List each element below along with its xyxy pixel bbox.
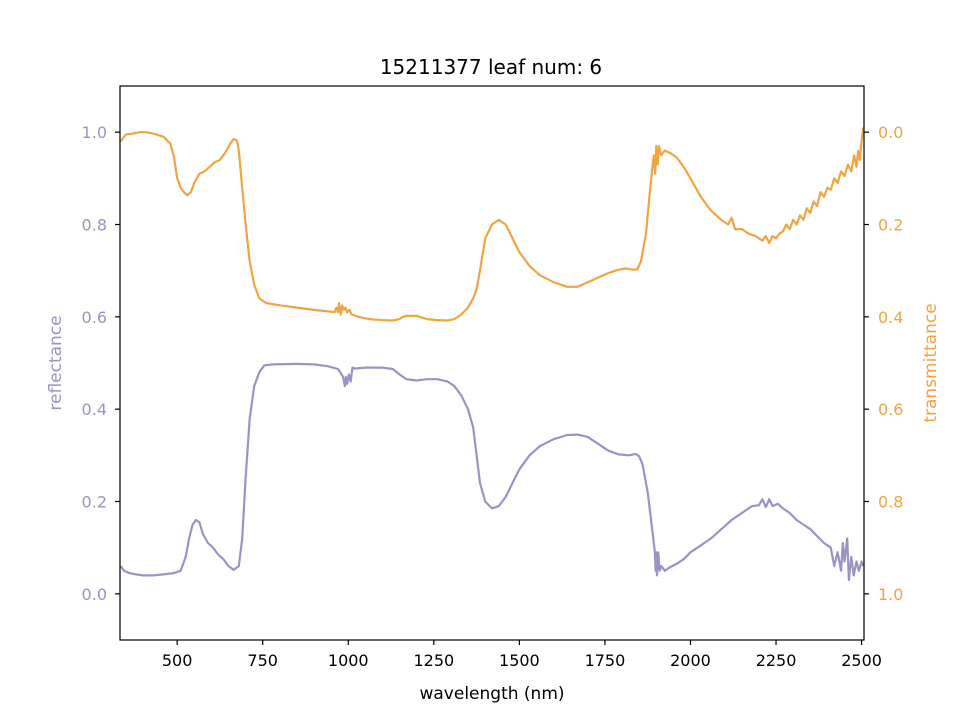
left-tick-label: 1.0 — [82, 123, 107, 142]
right-tick-label: 0.4 — [878, 308, 903, 327]
left-tick-label: 0.6 — [82, 308, 107, 327]
chart-title: 15211377 leaf num: 6 — [380, 55, 602, 79]
right-tick-label: 0.6 — [878, 400, 903, 419]
right-axis-label: transmittance — [921, 303, 941, 422]
plot-lines — [119, 127, 865, 582]
x-tick-label: 1500 — [499, 651, 540, 670]
x-tick-label: 750 — [247, 651, 278, 670]
x-tick-label: 2500 — [841, 651, 882, 670]
left-y-axis: 0.0 0.2 0.4 0.6 0.8 1.0 — [82, 123, 120, 604]
transmittance-series-line — [119, 127, 865, 322]
x-tick-label: 2000 — [670, 651, 711, 670]
x-axis-label: wavelength (nm) — [419, 684, 564, 704]
right-tick-label: 0.8 — [878, 493, 903, 512]
right-tick-label: 0.0 — [878, 123, 903, 142]
x-tick-label: 1250 — [413, 651, 454, 670]
x-axis: 500 750 1000 1250 1500 1750 2000 2250 2500 — [162, 640, 882, 670]
left-tick-label: 0.2 — [82, 493, 107, 512]
x-tick-label: 500 — [162, 651, 193, 670]
left-tick-label: 0.4 — [82, 400, 107, 419]
x-tick-label: 1750 — [585, 651, 626, 670]
left-tick-label: 0.8 — [82, 216, 107, 235]
left-axis-label: reflectance — [46, 315, 66, 410]
x-tick-label: 2250 — [756, 651, 797, 670]
left-tick-label: 0.0 — [82, 585, 107, 604]
right-tick-label: 1.0 — [878, 585, 903, 604]
right-tick-label: 0.2 — [878, 216, 903, 235]
x-tick-label: 1000 — [328, 651, 369, 670]
plot-frame — [119, 85, 865, 641]
right-y-axis: 0.0 0.2 0.4 0.6 0.8 1.0 — [864, 123, 903, 604]
reflectance-series-line — [119, 362, 865, 582]
